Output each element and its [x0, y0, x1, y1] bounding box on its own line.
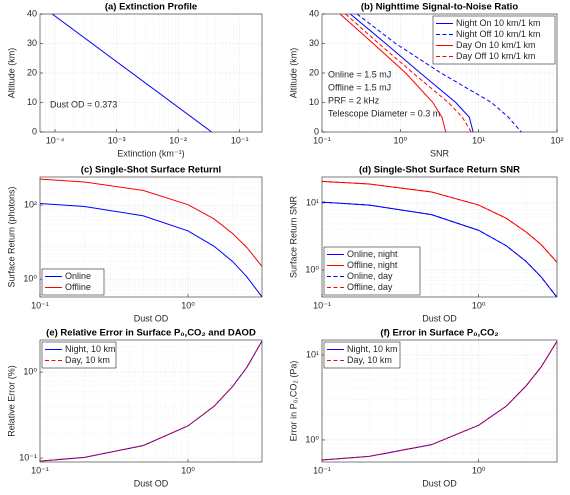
legend-label: Offline, night	[347, 260, 398, 270]
x-tick-label: 10⁻¹	[313, 135, 331, 145]
annotation: Offline = 1.5 mJ	[328, 82, 391, 92]
y-tick-label: 0	[32, 126, 37, 136]
x-axis-label: Dust OD	[422, 313, 457, 323]
chart-title: (d) Single-Shot Surface Return SNR	[359, 165, 520, 176]
annotation: PRF = 2 kHz	[328, 95, 380, 105]
y-tick-label: 10⁰	[23, 274, 37, 284]
x-tick-label: 10⁻³	[108, 135, 126, 145]
annotation: Online = 1.5 mJ	[328, 69, 391, 79]
y-tick-label: 10¹	[306, 349, 319, 359]
x-tick-label: 10²	[550, 135, 563, 145]
y-tick-label: 40	[27, 8, 37, 18]
y-tick-label: 20	[27, 67, 37, 77]
y-tick-label: 40	[309, 8, 319, 18]
legend-label: Night, 10 km	[65, 344, 116, 354]
line	[40, 340, 262, 462]
line	[339, 14, 447, 132]
y-axis-label: Surface Return (photons)	[6, 186, 16, 287]
y-tick-label: 10	[27, 97, 37, 107]
x-tick-label: 10⁰	[181, 465, 195, 475]
annotation: Telescope Diameter = 0.3 m	[328, 108, 440, 118]
axes-box	[321, 13, 558, 133]
legend-box	[41, 268, 105, 296]
x-axis-label: SNR	[430, 148, 450, 158]
axes-box	[39, 176, 263, 298]
x-tick-label: 10⁻¹	[313, 465, 331, 475]
x-tick-label: 10¹	[472, 135, 485, 145]
x-axis-label: Extinction (km⁻¹)	[117, 148, 184, 158]
y-axis-label: Altitude (km)	[288, 48, 298, 99]
line	[40, 202, 262, 297]
axes-box	[321, 339, 558, 463]
x-tick-label: 10⁻²	[169, 135, 187, 145]
line	[350, 14, 474, 132]
legend-label: Day Off 10 km/1 km	[456, 51, 535, 61]
chart-title: (f) Error in Surface P₀,CO₂	[380, 328, 498, 339]
chart-title: (e) Relative Error in Surface P₀,CO₂ and…	[46, 328, 256, 339]
legend-label: Online, day	[347, 271, 393, 281]
x-tick-label: 10⁻⁴	[46, 135, 65, 145]
legend-label: Offline	[65, 282, 91, 292]
axes-box	[39, 13, 263, 133]
y-axis-label: Altitude (km)	[6, 48, 16, 99]
line	[345, 14, 472, 132]
line	[356, 14, 522, 132]
y-axis-label: Surface Return SNR	[288, 195, 298, 278]
y-tick-label: 10¹	[306, 197, 319, 207]
x-tick-label: 10⁻¹	[31, 465, 49, 475]
legend-label: Online	[65, 271, 91, 281]
legend-label: Day, 10 km	[347, 355, 392, 365]
x-tick-label: 10⁰	[181, 300, 195, 310]
x-tick-label: 10⁻¹	[231, 135, 249, 145]
legend-label: Night, 10 km	[347, 344, 398, 354]
x-axis-label: Dust OD	[422, 478, 457, 488]
legend-label: Day On 10 km/1 km	[456, 40, 536, 50]
y-tick-label: 30	[27, 38, 37, 48]
y-tick-label: 10⁰	[23, 366, 37, 376]
y-tick-label: 20	[309, 67, 319, 77]
legend-label: Day, 10 km	[65, 355, 110, 365]
y-tick-label: 10⁰	[305, 264, 319, 274]
y-axis-label: Relative Error (%)	[6, 365, 16, 437]
y-axis-label: Error in P₀,CO₂ (Pa)	[288, 361, 298, 442]
chart-title: (c) Single-Shot Surface Returnl	[81, 165, 221, 176]
chart-title: (b) Nighttime Signal-to-Noise Ratio	[361, 2, 518, 13]
x-tick-label: 10⁰	[394, 135, 408, 145]
legend-box	[41, 341, 117, 369]
legend-box	[323, 341, 401, 369]
axes-box	[39, 339, 263, 463]
line	[322, 340, 557, 461]
x-axis-label: Dust OD	[134, 478, 169, 488]
line	[51, 14, 212, 132]
x-tick-label: 10⁻¹	[31, 300, 49, 310]
line	[322, 180, 557, 263]
x-tick-label: 10⁰	[472, 465, 486, 475]
y-tick-label: 10⁻¹	[19, 452, 37, 462]
y-tick-label: 0	[314, 126, 319, 136]
legend-label: Online, night	[347, 249, 398, 259]
y-tick-label: 10²	[24, 199, 37, 209]
line	[322, 201, 557, 297]
legend-label: Night On 10 km/1 km	[456, 18, 541, 28]
legend-label: Night Off 10 km/1 km	[456, 29, 540, 39]
y-tick-label: 10⁰	[305, 434, 319, 444]
annotation: Dust OD = 0.373	[50, 99, 117, 109]
line	[40, 178, 262, 267]
y-tick-label: 30	[309, 38, 319, 48]
legend-box	[432, 15, 556, 65]
x-tick-label: 10⁰	[472, 300, 486, 310]
chart-title: (a) Extinction Profile	[105, 2, 197, 13]
axes-box	[321, 176, 558, 298]
x-tick-label: 10⁻¹	[313, 300, 331, 310]
x-axis-label: Dust OD	[134, 313, 169, 323]
y-tick-label: 10	[309, 97, 319, 107]
legend-label: Offline, day	[347, 282, 393, 292]
